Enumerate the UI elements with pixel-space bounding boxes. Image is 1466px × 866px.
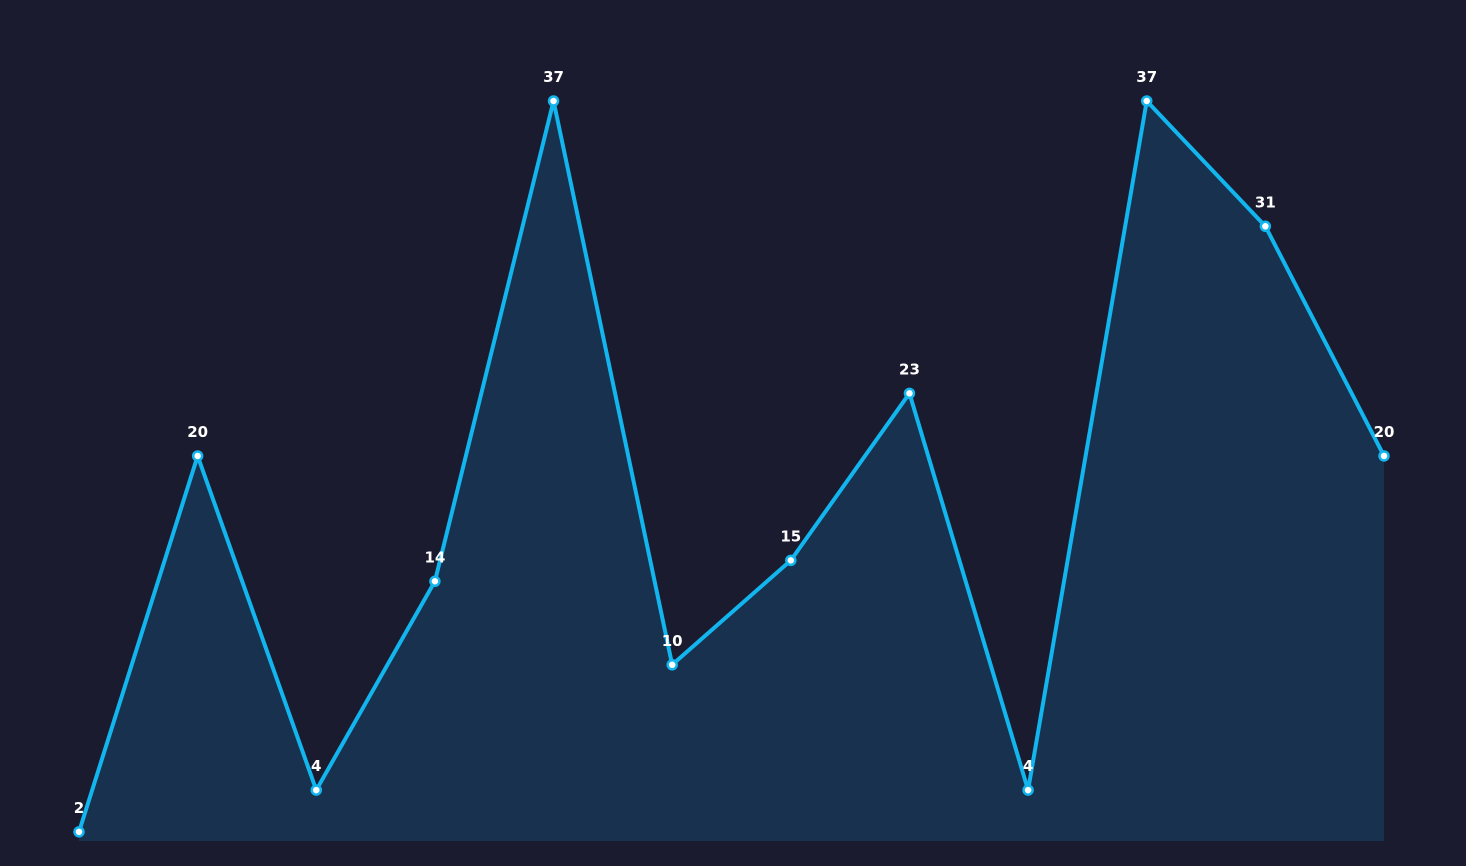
data-point-11[interactable] — [1378, 450, 1390, 462]
data-label-9: 37 — [1136, 68, 1157, 86]
series-line — [77, 99, 1386, 833]
data-label-5: 10 — [662, 632, 683, 650]
data-point-9[interactable] — [1140, 95, 1153, 107]
data-label-10: 31 — [1255, 193, 1276, 211]
data-point-10[interactable] — [1259, 220, 1272, 233]
data-label-6: 15 — [780, 527, 801, 545]
data-label-1: 20 — [187, 423, 208, 441]
data-point-0[interactable] — [73, 826, 85, 838]
data-label-11: 20 — [1374, 423, 1395, 441]
data-label-8: 4 — [1023, 757, 1033, 775]
data-point-1[interactable] — [191, 450, 204, 462]
data-label-7: 23 — [899, 360, 920, 378]
data-point-3[interactable] — [429, 575, 441, 588]
data-point-5[interactable] — [666, 659, 678, 671]
data-point-4[interactable] — [547, 95, 560, 107]
data-point-2[interactable] — [310, 784, 323, 796]
data-label-4: 37 — [543, 68, 564, 86]
data-point-7[interactable] — [903, 387, 916, 400]
area-fill — [79, 101, 1384, 841]
data-label-2: 4 — [311, 757, 321, 775]
data-label-3: 14 — [424, 548, 445, 566]
data-label-0: 2 — [74, 799, 84, 817]
data-point-8[interactable] — [1022, 784, 1034, 796]
data-point-6[interactable] — [785, 554, 797, 567]
